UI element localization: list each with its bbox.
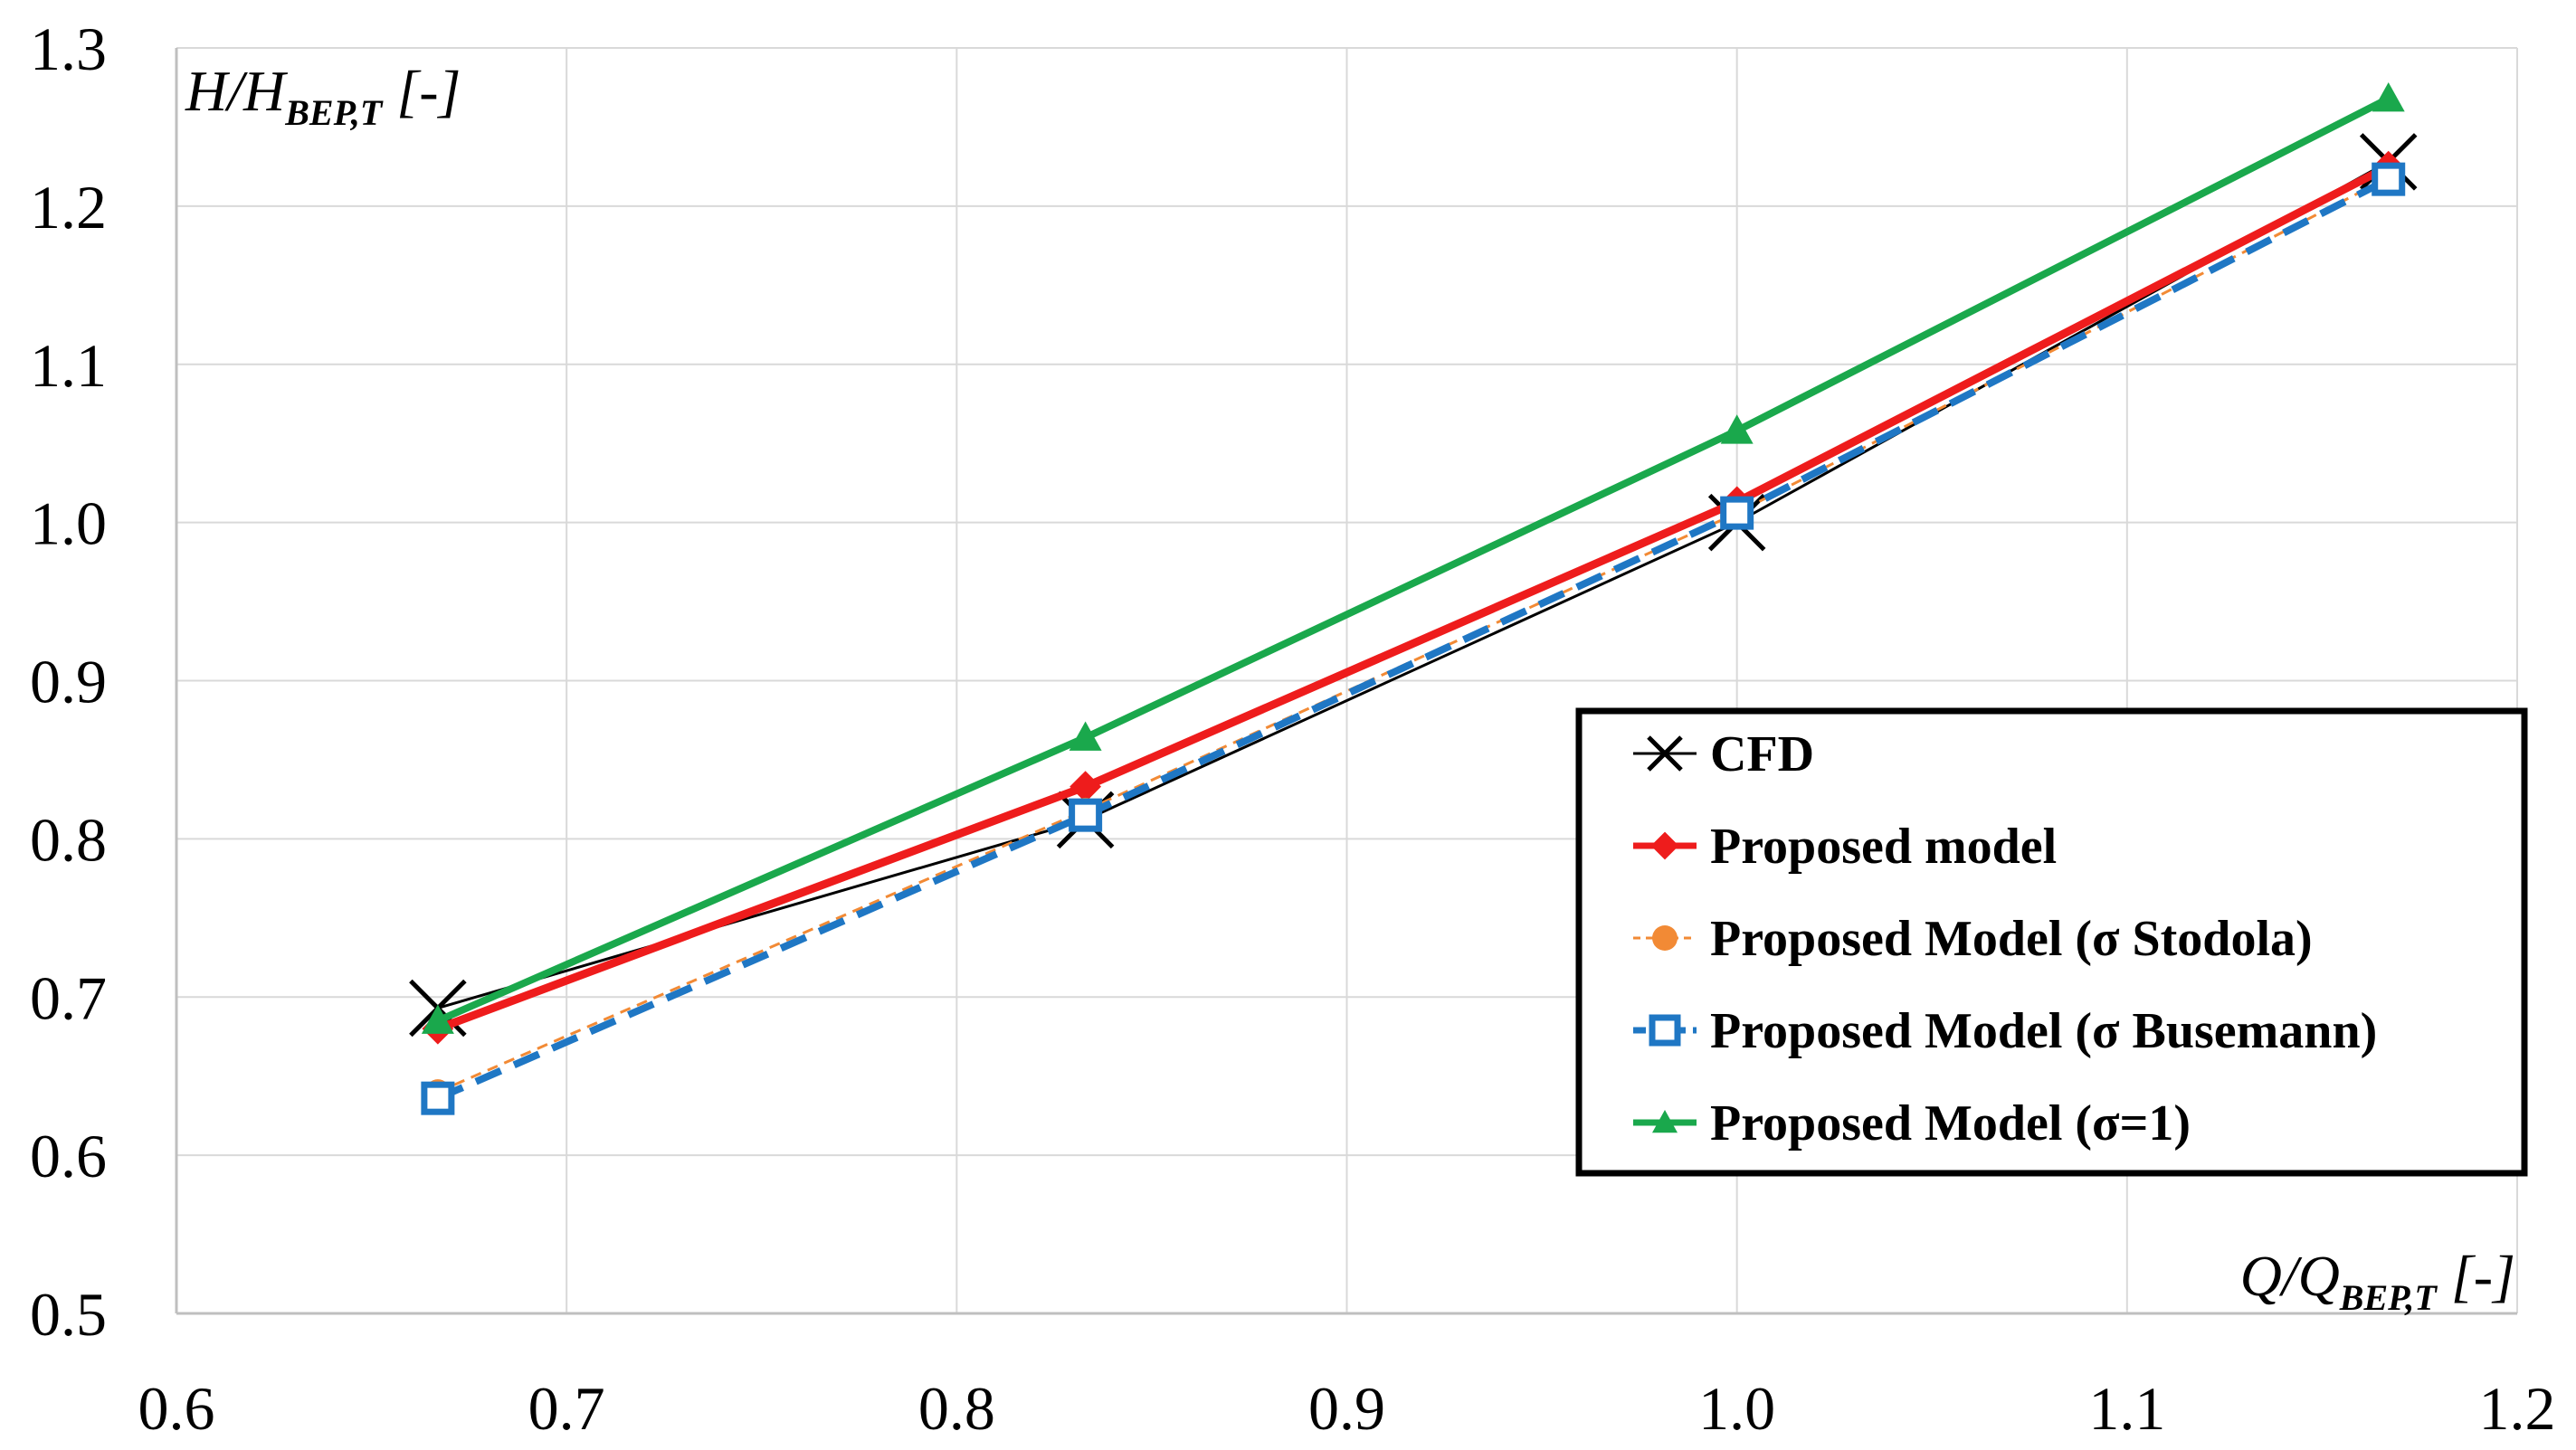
legend-marker <box>1652 1110 1678 1133</box>
marker-stroke <box>1647 735 1683 772</box>
data-point-sigma1 <box>1069 721 1102 751</box>
legend-item-cfd: CFD <box>1633 726 1814 782</box>
legend-marker <box>1647 735 1683 772</box>
series-line-proposed <box>436 163 2391 1033</box>
y-tick-label: 1.2 <box>30 173 107 242</box>
legend-item-proposed: Proposed model <box>1633 819 2057 875</box>
legend-marker <box>1650 831 1679 860</box>
x-tick-label: 0.8 <box>918 1374 995 1443</box>
legend-item-busemann: Proposed Model (σ Busemann) <box>1633 1003 2377 1059</box>
x-tick-label: 1.0 <box>1698 1374 1775 1443</box>
data-point-busemann <box>1069 798 1103 832</box>
series-line-busemann <box>436 175 2391 1102</box>
series-sigma1 <box>421 81 2405 1034</box>
y-tick-label: 0.5 <box>30 1280 107 1349</box>
legend-marker <box>1652 925 1678 951</box>
legend-item-stodola: Proposed Model (σ Stodola) <box>1633 911 2313 967</box>
x-tick-label: 1.2 <box>2479 1374 2556 1443</box>
legend: CFD Proposed model Proposed Model (σ Stodo… <box>1575 707 2528 1177</box>
series-layer <box>409 81 2418 1115</box>
legend-marker <box>1649 1014 1681 1047</box>
y-axis-label: H/HBEP,T [-] <box>185 59 461 133</box>
data-point-sigma1 <box>1720 414 1754 444</box>
y-tick-label: 1.0 <box>30 489 107 558</box>
legend-label: Proposed Model (σ=1) <box>1710 1095 2191 1151</box>
x-tick-label: 0.6 <box>138 1374 215 1443</box>
x-tick-label: 0.7 <box>528 1374 605 1443</box>
legend-box <box>1575 707 2528 1177</box>
legend-label: Proposed model <box>1710 819 2057 875</box>
tick-labels: 0.5 0.6 0.7 0.8 0.9 1.0 1.1 1.2 1.3 0.6 0.7 0.8 0.9 1… <box>30 14 2556 1443</box>
data-point-busemann <box>421 1081 455 1115</box>
y-tick-label: 1.3 <box>30 14 107 83</box>
y-tick-label: 0.7 <box>30 963 107 1032</box>
legend-label: Proposed Model (σ Busemann) <box>1710 1003 2377 1059</box>
y-tick-label: 0.6 <box>30 1122 107 1190</box>
series-busemann <box>421 162 2406 1115</box>
data-point-busemann <box>2372 162 2406 196</box>
series-line-sigma1 <box>436 95 2391 1025</box>
y-tick-label: 0.9 <box>30 648 107 716</box>
x-axis-label: Q/QBEP,T [-] <box>2240 1244 2515 1318</box>
legend-item-sigma1: Proposed Model (σ=1) <box>1633 1095 2191 1151</box>
legend-label: CFD <box>1710 726 1814 782</box>
data-point-sigma1 <box>421 1004 454 1034</box>
y-tick-label: 1.1 <box>30 331 107 400</box>
y-tick-label: 0.8 <box>30 805 107 874</box>
data-point-busemann <box>1720 496 1754 530</box>
x-tick-label: 1.1 <box>2088 1374 2165 1443</box>
x-tick-label: 0.9 <box>1308 1374 1385 1443</box>
legend-label: Proposed Model (σ Stodola) <box>1710 911 2313 967</box>
axes <box>175 48 2517 1315</box>
grid <box>176 47 2518 1313</box>
series-line-stodola <box>437 176 2390 1094</box>
data-point-sigma1 <box>2372 81 2405 112</box>
